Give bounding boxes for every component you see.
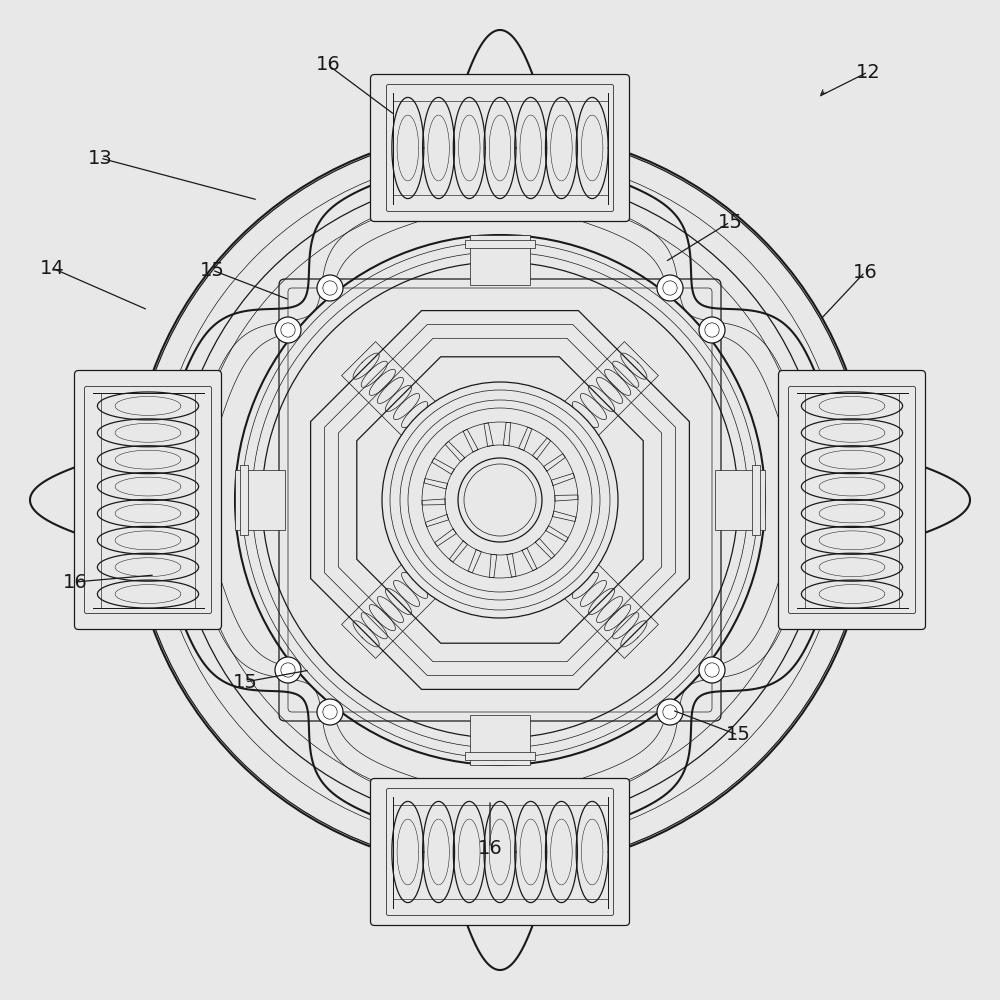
FancyBboxPatch shape bbox=[74, 370, 222, 630]
Circle shape bbox=[317, 275, 343, 301]
Polygon shape bbox=[311, 311, 689, 689]
Text: 15: 15 bbox=[233, 672, 257, 692]
Polygon shape bbox=[357, 357, 643, 643]
Text: 12: 12 bbox=[856, 62, 880, 82]
Text: 16: 16 bbox=[478, 838, 502, 857]
Circle shape bbox=[458, 458, 542, 542]
Bar bbox=[470, 715, 530, 765]
Polygon shape bbox=[30, 30, 970, 970]
Polygon shape bbox=[324, 324, 676, 676]
Text: 16: 16 bbox=[853, 262, 877, 282]
Circle shape bbox=[382, 382, 618, 618]
Bar bbox=[470, 235, 530, 285]
Circle shape bbox=[657, 275, 683, 301]
Text: 13: 13 bbox=[88, 148, 112, 167]
Circle shape bbox=[699, 317, 725, 343]
Text: 15: 15 bbox=[200, 260, 224, 279]
Text: 14: 14 bbox=[40, 258, 64, 277]
Bar bbox=[240, 465, 248, 535]
Bar bbox=[752, 465, 760, 535]
FancyBboxPatch shape bbox=[386, 788, 614, 916]
Circle shape bbox=[657, 699, 683, 725]
FancyBboxPatch shape bbox=[370, 778, 630, 926]
Text: 16: 16 bbox=[316, 55, 340, 75]
FancyBboxPatch shape bbox=[84, 386, 212, 613]
Bar bbox=[465, 240, 535, 248]
Bar bbox=[235, 470, 285, 530]
Text: 16: 16 bbox=[63, 572, 87, 591]
Bar bbox=[715, 470, 765, 530]
Bar bbox=[465, 752, 535, 760]
FancyBboxPatch shape bbox=[370, 75, 630, 222]
FancyBboxPatch shape bbox=[788, 386, 916, 613]
Text: 15: 15 bbox=[718, 213, 742, 232]
Circle shape bbox=[275, 317, 301, 343]
Circle shape bbox=[317, 699, 343, 725]
FancyBboxPatch shape bbox=[386, 85, 614, 212]
Circle shape bbox=[275, 657, 301, 683]
Circle shape bbox=[235, 235, 765, 765]
Text: 15: 15 bbox=[726, 726, 750, 744]
Circle shape bbox=[699, 657, 725, 683]
FancyBboxPatch shape bbox=[778, 370, 926, 630]
Polygon shape bbox=[338, 338, 662, 662]
Circle shape bbox=[130, 130, 870, 870]
